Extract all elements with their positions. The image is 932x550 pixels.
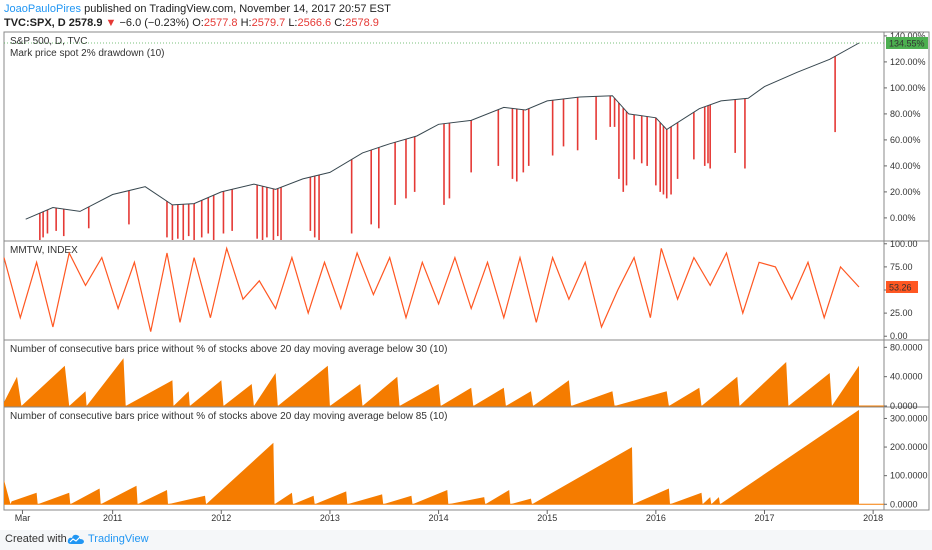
high-label: H: [240,17,252,29]
x-tick-label: 2013 [320,513,340,523]
low-label: L: [288,17,298,29]
open-label: O: [192,17,204,29]
pane-subtitle: Mark price spot 2% drawdown (10) [10,48,165,59]
y-tick-label: 0.0000 [890,499,918,509]
y-tick-label: 25.00 [890,308,913,318]
histogram-area [4,358,859,406]
close-value: 2578.9 [345,17,379,29]
y-tick-label: 75.00 [890,262,913,272]
x-tick-label: 2018 [863,513,883,523]
last-price: 2578.9 [68,17,103,29]
y-tick-label: 100.00 [890,239,918,249]
tradingview-cloud-icon[interactable] [67,533,85,545]
pane-title: S&P 500, D, TVC [10,36,87,47]
y-tick-label: 80.00% [890,109,921,119]
high-value: 2579.7 [251,17,286,29]
tradingview-brand[interactable]: TradingView [88,533,149,545]
y-tick-label: 100.00% [890,83,926,93]
x-tick-label: 2012 [211,513,231,523]
author-link[interactable]: JoaoPauloPires [4,3,82,15]
y-tick-label: 40.0000 [890,372,923,382]
created-with-text: Created with [5,533,67,545]
last-value-text: 134.55% [889,38,925,48]
y-tick-label: 20.00% [890,187,921,197]
x-tick-label: 2017 [754,513,774,523]
x-tick-label: Mar [15,513,31,523]
y-tick-label: 200.0000 [890,442,928,452]
last-value-badge [886,280,918,293]
publish-line: JoaoPauloPires published on TradingView.… [4,2,391,16]
y-tick-label: 0.0000 [890,401,918,411]
y-tick-label: 300.0000 [890,413,928,423]
last-value-badge [886,36,928,49]
chart-canvas[interactable]: 140.00% 120.00% 100.00% 80.00% 60.00% 40.00% 2… [0,30,932,530]
down-arrow-icon: ▼ [105,17,117,29]
chart-frame [3,31,930,511]
low-value: 2566.6 [297,17,332,29]
close-label: C: [334,17,346,29]
price-change: −6.0 (−0.23%) [119,17,190,29]
histogram-area [4,409,859,505]
y-tick-label: 40.00% [890,161,921,171]
symbol-label[interactable]: TVC:SPX, D [4,17,66,29]
y-tick-label: 120.00% [890,57,926,67]
footer-bar: Created with TradingView [0,530,932,550]
pane-title: Number of consecutive bars price without… [10,344,447,355]
y-tick-label: 140.00% [890,31,926,41]
y-tick-label: 80.0000 [890,342,923,352]
pane-title: Number of consecutive bars price without… [10,411,447,422]
x-tick-label: 2016 [646,513,666,523]
y-tick-label: 0.00 [890,331,908,341]
published-text: published on TradingView.com, November 1… [81,3,391,15]
last-value-text: 53.26 [889,282,912,292]
open-value: 2577.8 [203,17,238,29]
y-tick-label: 100.0000 [890,471,928,481]
ohlc-line: TVC:SPX, D 2578.9 ▼ −6.0 (−0.23%) O:2577… [4,16,391,30]
y-tick-label: 0.00% [890,213,916,223]
price-line [25,42,860,220]
x-tick-label: 2014 [429,513,449,523]
x-tick-label: 2011 [103,513,122,523]
chart-header: JoaoPauloPires published on TradingView.… [4,2,391,30]
mmtw-line [3,246,860,332]
x-tick-label: 2015 [537,513,557,523]
pane-title: MMTW, INDEX [10,245,78,256]
y-tick-label: 60.00% [890,135,921,145]
